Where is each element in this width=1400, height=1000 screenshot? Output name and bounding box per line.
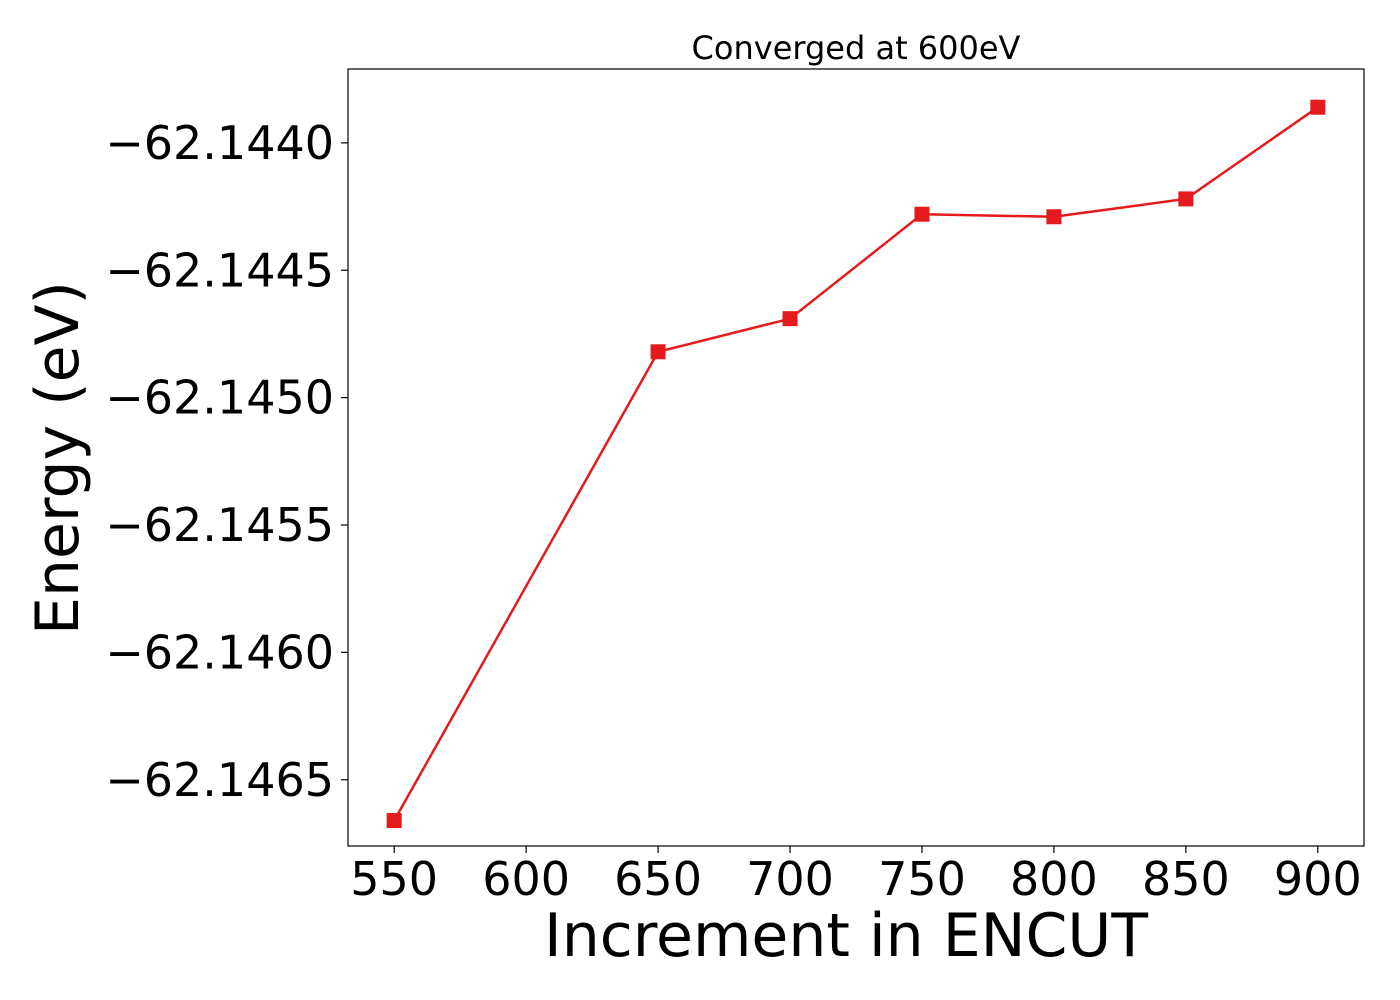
data-point-marker [914,206,930,222]
x-tick-label: 800 [1010,852,1098,906]
y-axis-ticks: −62.1440 −62.1445 −62.1450 −62.1455 −62.1460… [105,116,348,807]
y-tick-label: −62.1460 [105,625,334,679]
y-axis-label: Energy (eV) [23,281,93,635]
y-tick-label: −62.1450 [105,371,334,425]
plot-area [347,68,1365,847]
data-point-marker [1178,191,1194,207]
y-tick-label: −62.1465 [105,753,334,807]
data-point-marker [1046,209,1062,225]
chart-title: Converged at 600eV [692,29,1021,67]
data-point-marker [650,344,666,360]
data-point-marker [1310,99,1326,115]
data-point-marker [386,813,402,829]
x-tick-label: 600 [482,852,570,906]
series-layer [386,99,1326,829]
x-tick-label: 900 [1274,852,1362,906]
x-tick-label: 750 [878,852,966,906]
x-axis-ticks: 550 600 650 700 750 800 850 900 [350,846,1362,906]
y-tick-label: −62.1445 [105,243,334,297]
y-tick-label: −62.1455 [105,498,334,552]
y-tick-label: −62.1440 [105,116,334,170]
x-tick-label: 550 [350,852,438,906]
x-tick-label: 650 [614,852,702,906]
x-tick-label: 850 [1142,852,1230,906]
x-tick-label: 700 [746,852,834,906]
x-axis-label: Increment in ENCUT [544,901,1148,971]
data-point-marker [782,311,798,327]
